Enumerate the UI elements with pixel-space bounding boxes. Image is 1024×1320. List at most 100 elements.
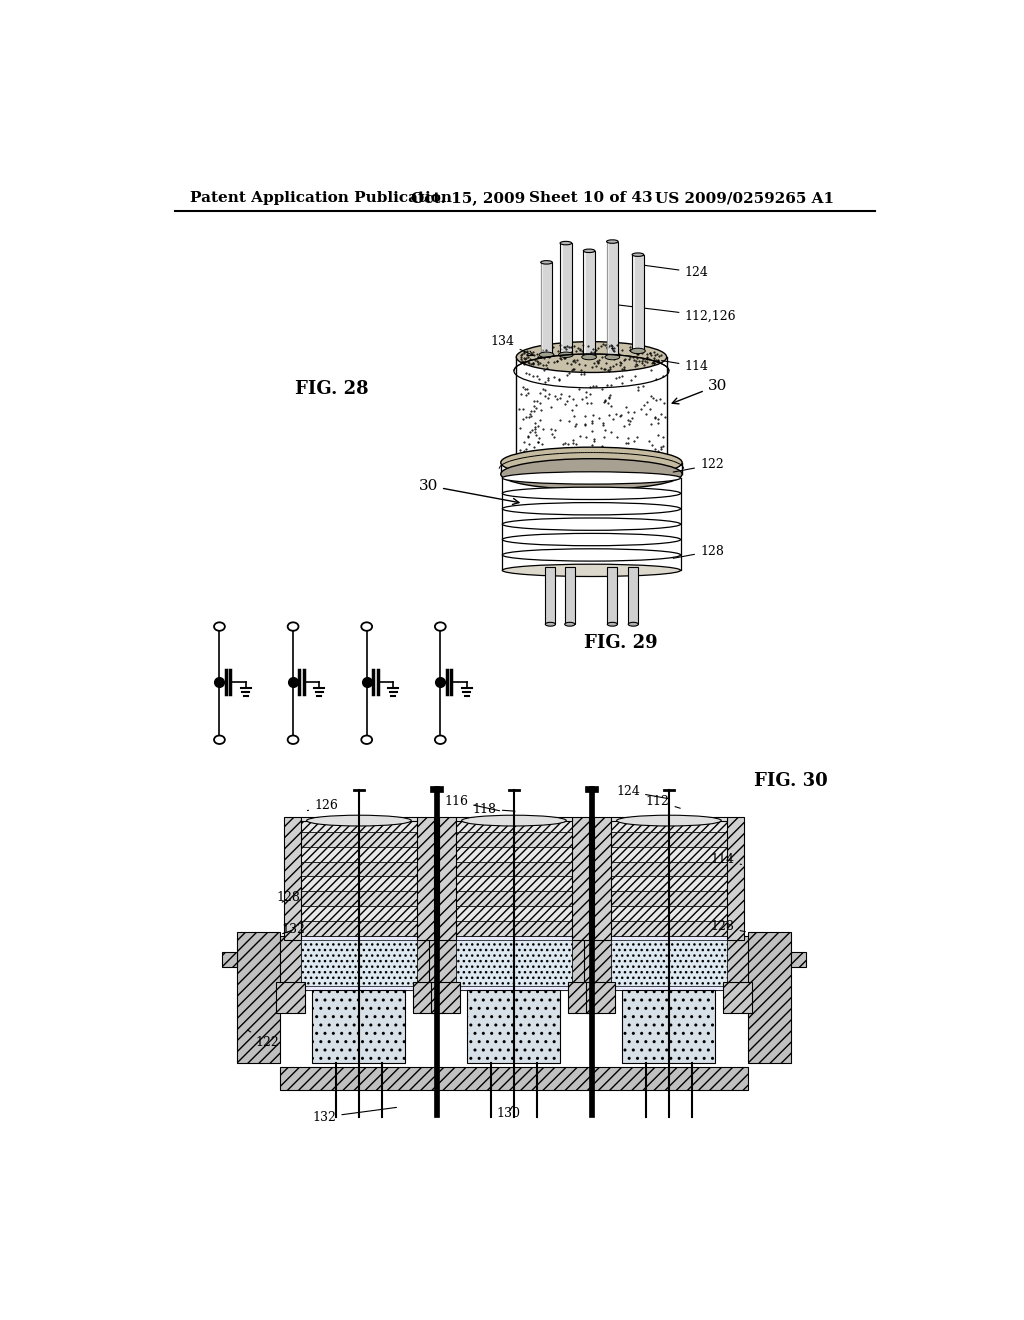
Ellipse shape: [503, 564, 681, 577]
Bar: [629, 566, 638, 624]
Bar: [611, 862, 727, 876]
Bar: [503, 478, 681, 494]
Bar: [606, 242, 618, 358]
Text: Oct. 15, 2009: Oct. 15, 2009: [411, 191, 525, 206]
Bar: [589, 785, 594, 1117]
Text: 124: 124: [616, 785, 668, 799]
Text: 116: 116: [444, 795, 500, 810]
Text: US 2009/0259265 A1: US 2009/0259265 A1: [655, 191, 835, 206]
Ellipse shape: [361, 622, 372, 631]
Text: 134: 134: [490, 335, 534, 355]
Bar: [611, 817, 727, 821]
Text: Patent Application Publication: Patent Application Publication: [190, 191, 452, 206]
Text: Sheet 10 of 43: Sheet 10 of 43: [529, 191, 653, 206]
Ellipse shape: [560, 242, 571, 244]
Text: 122: 122: [673, 458, 724, 473]
Bar: [301, 832, 417, 846]
Ellipse shape: [605, 354, 620, 360]
Bar: [611, 832, 727, 846]
Bar: [430, 785, 442, 792]
Bar: [417, 817, 434, 940]
Bar: [301, 940, 417, 986]
Bar: [632, 255, 644, 351]
Text: 30: 30: [672, 379, 727, 404]
Bar: [611, 891, 727, 907]
Text: FIG. 30: FIG. 30: [755, 772, 828, 789]
Bar: [727, 817, 744, 940]
Ellipse shape: [288, 622, 299, 631]
Ellipse shape: [516, 451, 667, 482]
Ellipse shape: [501, 447, 682, 478]
Bar: [301, 876, 417, 891]
Bar: [301, 817, 417, 832]
Bar: [276, 982, 305, 1014]
Ellipse shape: [503, 517, 681, 531]
Bar: [586, 982, 614, 1014]
Bar: [585, 936, 754, 990]
Bar: [503, 554, 681, 570]
Bar: [312, 990, 406, 1063]
Bar: [611, 936, 727, 990]
Bar: [623, 990, 716, 1063]
Text: 126: 126: [307, 799, 338, 812]
Ellipse shape: [540, 352, 554, 358]
Bar: [238, 932, 280, 1063]
Bar: [584, 251, 595, 358]
Text: 128: 128: [711, 920, 745, 933]
Bar: [222, 952, 238, 966]
Bar: [414, 982, 442, 1014]
Ellipse shape: [435, 622, 445, 631]
Bar: [611, 846, 727, 862]
Ellipse shape: [462, 816, 566, 826]
Bar: [611, 907, 727, 921]
Bar: [301, 862, 417, 876]
Ellipse shape: [306, 816, 412, 826]
Bar: [301, 936, 417, 990]
Ellipse shape: [558, 352, 573, 358]
Ellipse shape: [631, 348, 645, 354]
Bar: [611, 940, 727, 986]
Ellipse shape: [503, 471, 681, 484]
Bar: [301, 921, 417, 936]
Bar: [429, 936, 598, 990]
Text: 118: 118: [473, 803, 515, 816]
Text: 114: 114: [662, 360, 709, 372]
Text: 114: 114: [711, 853, 741, 866]
Ellipse shape: [503, 533, 681, 545]
Bar: [748, 932, 791, 1063]
Bar: [456, 817, 572, 832]
Bar: [564, 566, 574, 624]
Bar: [438, 817, 456, 940]
Bar: [594, 817, 611, 940]
Text: 112,126: 112,126: [618, 305, 736, 323]
Ellipse shape: [503, 549, 681, 561]
Bar: [568, 982, 597, 1014]
Bar: [456, 921, 572, 936]
Ellipse shape: [501, 459, 682, 490]
Ellipse shape: [582, 354, 597, 360]
Bar: [607, 566, 617, 624]
Bar: [301, 846, 417, 862]
Ellipse shape: [503, 503, 681, 515]
Bar: [503, 524, 681, 540]
Bar: [572, 817, 589, 940]
Bar: [456, 862, 572, 876]
Ellipse shape: [546, 622, 555, 626]
Bar: [503, 494, 681, 508]
Bar: [434, 785, 438, 1117]
Ellipse shape: [214, 735, 225, 744]
Bar: [611, 876, 727, 891]
Text: 30: 30: [419, 479, 519, 504]
Text: 128: 128: [673, 545, 724, 558]
Bar: [541, 263, 552, 355]
Bar: [284, 817, 301, 940]
Ellipse shape: [632, 253, 644, 256]
Bar: [280, 1067, 748, 1090]
Ellipse shape: [584, 249, 595, 252]
Text: 128: 128: [276, 891, 301, 904]
Text: 124: 124: [642, 265, 709, 279]
Bar: [456, 907, 572, 921]
Ellipse shape: [288, 735, 299, 744]
Ellipse shape: [503, 487, 681, 499]
Ellipse shape: [607, 622, 617, 626]
